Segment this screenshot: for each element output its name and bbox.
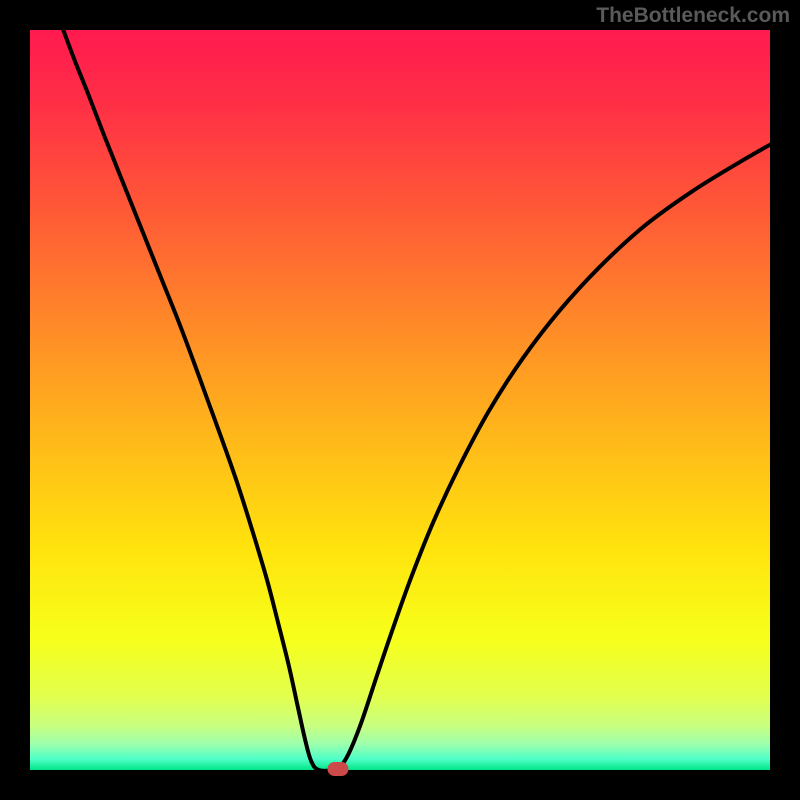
- plot-area: [30, 30, 770, 770]
- canvas-root: TheBottleneck.com: [0, 0, 800, 800]
- optimum-marker: [327, 762, 348, 776]
- curve-svg: [30, 30, 770, 770]
- bottleneck-curve: [63, 30, 770, 770]
- watermark-text: TheBottleneck.com: [596, 4, 790, 28]
